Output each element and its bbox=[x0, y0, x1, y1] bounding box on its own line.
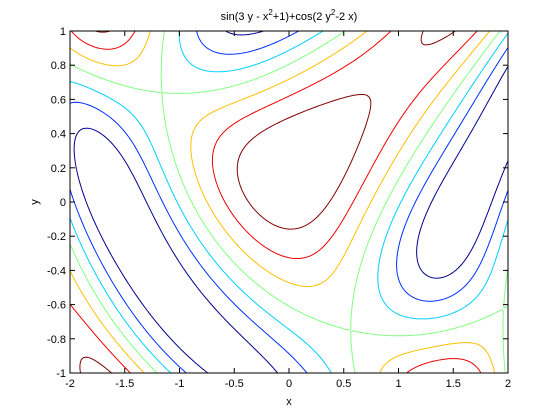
y-tick-label: 1 bbox=[60, 26, 66, 38]
x-tick-label: -0.5 bbox=[225, 378, 244, 390]
y-tick-label: 0.8 bbox=[51, 60, 66, 72]
y-tick-label: -0.2 bbox=[47, 231, 66, 243]
y-axis-label: y bbox=[29, 199, 41, 205]
title-part: sin(3 y - x bbox=[221, 11, 269, 23]
x-tick-label: 2 bbox=[505, 378, 511, 390]
contour-line bbox=[69, 30, 509, 374]
contour-line bbox=[79, 30, 456, 374]
title-part: +1)+cos(2 y bbox=[273, 11, 332, 23]
x-tick-label: -1 bbox=[175, 378, 185, 390]
y-tick-label: -0.8 bbox=[47, 334, 66, 346]
contour-line bbox=[69, 30, 496, 374]
x-axis-label: x bbox=[286, 396, 292, 408]
contour-line bbox=[69, 30, 509, 374]
plot-area bbox=[70, 31, 508, 373]
contour-line bbox=[69, 30, 482, 374]
x-tick-label: 1 bbox=[395, 378, 401, 390]
contour-line bbox=[73, 30, 509, 374]
contour-line bbox=[69, 30, 509, 374]
x-tick-label: 0.5 bbox=[336, 378, 351, 390]
y-tick-label: 0 bbox=[60, 197, 66, 209]
x-tick-label: 0 bbox=[286, 378, 292, 390]
title-superscript: 2 bbox=[268, 8, 273, 17]
y-tick-label: 0.2 bbox=[51, 163, 66, 175]
title-part: -2 x) bbox=[335, 11, 357, 23]
y-tick-label: -0.6 bbox=[47, 300, 66, 312]
x-tick-label: 1.5 bbox=[446, 378, 461, 390]
title-superscript: 2 bbox=[331, 8, 336, 17]
y-tick-label: 0.4 bbox=[51, 129, 66, 141]
y-tick-label: 0.6 bbox=[51, 94, 66, 106]
y-tick-label: -0.4 bbox=[47, 265, 66, 277]
chart-title: sin(3 y - x2+1)+cos(2 y2-2 x) bbox=[221, 8, 358, 23]
y-tick-label: -1 bbox=[56, 368, 66, 380]
x-tick-label: -2 bbox=[65, 378, 75, 390]
x-tick-label: -1.5 bbox=[115, 378, 134, 390]
